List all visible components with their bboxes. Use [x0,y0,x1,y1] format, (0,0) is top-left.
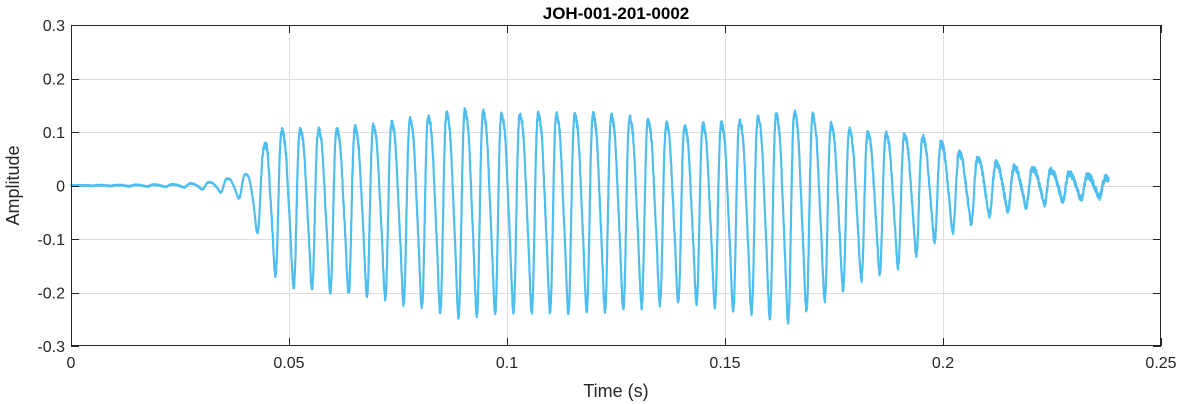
x-tick-label: 0.05 [273,355,304,372]
y-tick-label: 0 [56,179,65,196]
series-layer [70,107,1110,325]
plot-area [71,25,1161,346]
x-tick-label: 0.1 [496,355,518,372]
y-tick-label: 0.2 [43,72,65,89]
y-tick-label: 0.1 [43,125,65,142]
x-tick-label: 0.15 [709,355,740,372]
x-tick-labels: 0 0.05 0.1 0.15 0.2 0.25 [67,355,1177,372]
y-tick-label: -0.2 [37,286,65,303]
chart-title: JOH-001-201-0002 [543,4,689,23]
axis-ticks [71,25,1162,347]
x-tick-label: 0.2 [932,355,954,372]
axes-box [71,25,1161,346]
y-tick-label: -0.1 [37,232,65,249]
y-tick-labels: -0.3 -0.2 -0.1 0 0.1 0.2 0.3 [37,18,65,356]
y-tick-label: -0.3 [37,339,65,356]
grid-lines [71,25,1161,346]
x-axis-label: Time (s) [583,381,648,401]
x-tick-label: 0.25 [1145,355,1176,372]
y-axis-label: Amplitude [3,145,23,225]
x-tick-label: 0 [67,355,76,372]
y-tick-label: 0.3 [43,18,65,35]
waveform-series-line [70,107,1110,325]
